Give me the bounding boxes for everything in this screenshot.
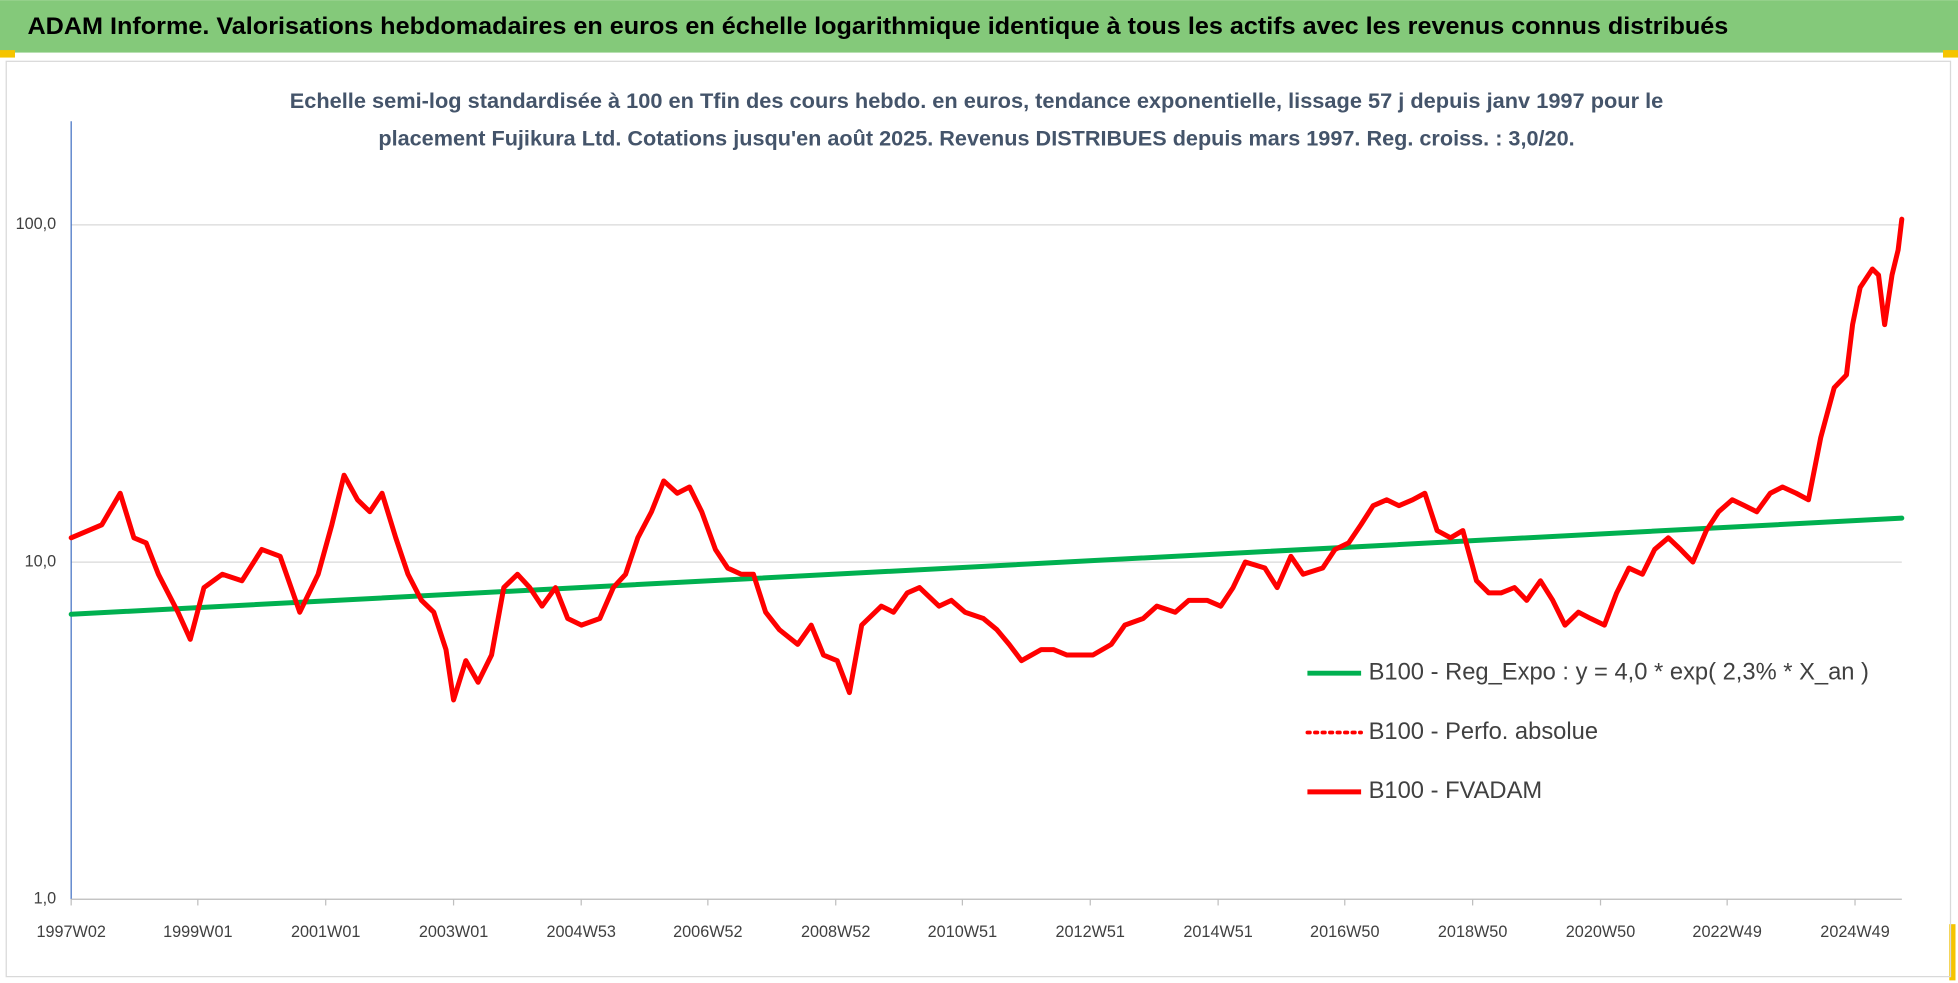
y-tick-label: 100,0	[16, 215, 57, 233]
corner-mark	[0, 50, 15, 58]
y-tick-label: 10,0	[25, 552, 57, 570]
x-tick-label: 2012W51	[1056, 923, 1125, 941]
x-tick-label: 2006W52	[673, 923, 742, 941]
corner-mark	[1943, 50, 1958, 58]
chart-frame	[5, 60, 1952, 978]
series-line	[68, 515, 1905, 617]
x-tick-label: 1997W02	[36, 923, 105, 941]
chart-title: ADAM Informe. Valorisations hebdomadaire…	[27, 14, 1728, 40]
x-tick-label: 2001W01	[291, 923, 360, 941]
legend-label: B100 - Reg_Expo : y = 4,0 * exp( 2,3% * …	[1369, 659, 1869, 685]
x-tick-label: 2003W01	[419, 923, 488, 941]
x-tick-label: 2014W51	[1183, 923, 1252, 941]
y-tick-label: 1,0	[34, 889, 57, 907]
x-tick-label: 2010W51	[928, 923, 997, 941]
legend-label: B100 - Perfo. absolue	[1369, 719, 1598, 745]
x-tick-label: 1999W01	[163, 923, 232, 941]
x-tick-label: 2024W49	[1820, 923, 1889, 941]
corner-mark	[1949, 924, 1956, 981]
plot-area: 1,0 10,0 100,0 1997W02 1999W01 2001W01 2003W01…	[16, 121, 1905, 941]
title-bar	[0, 0, 1958, 53]
chart-subtitle: placement Fujikura Ltd. Cotations jusqu'…	[378, 128, 1574, 151]
chart-subtitle: Echelle semi-log standardisée à 100 en T…	[290, 90, 1664, 113]
x-tick-label: 2004W53	[546, 923, 615, 941]
legend-label: B100 - FVADAM	[1369, 778, 1543, 804]
x-tick-label: 2016W50	[1310, 923, 1379, 941]
x-tick-label: 2018W50	[1438, 923, 1507, 941]
x-tick-label: 2008W52	[801, 923, 870, 941]
series-line	[68, 216, 1905, 703]
x-tick-label: 2022W49	[1692, 923, 1761, 941]
x-tick-label: 2020W50	[1566, 923, 1635, 941]
